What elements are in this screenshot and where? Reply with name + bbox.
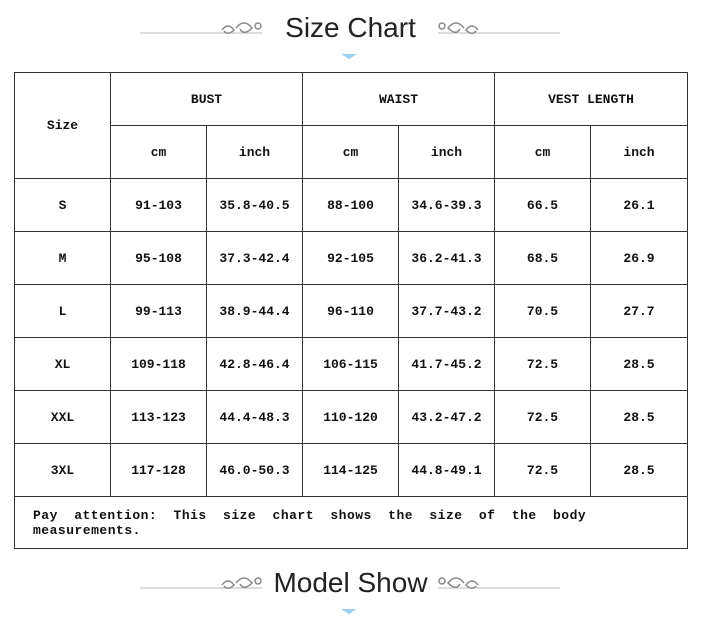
measure-cell: 37.3-42.4 (206, 231, 303, 285)
size-cell: 3XL (14, 443, 111, 497)
data-row: M 95-108 37.3-42.4 92-105 36.2-41.3 68.5 26.9 (14, 231, 688, 285)
group-header: VEST LENGTH (494, 72, 688, 126)
measure-cell: 44.4-48.3 (206, 390, 303, 444)
measure-cell: 113-123 (110, 390, 207, 444)
title: Size Chart (285, 12, 416, 43)
corner-cell: Size (14, 72, 111, 179)
measure-cell: 72.5 (494, 443, 591, 497)
unit-header: inch (398, 125, 495, 179)
size-cell: L (14, 284, 111, 338)
measure-cell: 42.8-46.4 (206, 337, 303, 391)
header: Size Chart (0, 0, 701, 60)
measure-cell: 95-108 (110, 231, 207, 285)
measure-cell: 37.7-43.2 (398, 284, 495, 338)
data-row: XL 109-118 42.8-46.4 106-115 41.7-45.2 72.5 28… (14, 337, 688, 391)
measure-cell: 72.5 (494, 390, 591, 444)
measure-cell: 27.7 (590, 284, 688, 338)
group-header-row: Size BUST WAIST VEST LENGTH (14, 72, 688, 179)
measure-cell: 109-118 (110, 337, 207, 391)
data-row: S 91-103 35.8-40.5 88-100 34.6-39.3 66.5 26.1 (14, 178, 688, 232)
measure-cell: 96-110 (302, 284, 399, 338)
measure-cell: 92-105 (302, 231, 399, 285)
data-row: XXL 113-123 44.4-48.3 110-120 43.2-47.2 72.5 2… (14, 390, 688, 444)
footer-ornament (140, 577, 560, 614)
measure-cell: 28.5 (590, 443, 688, 497)
size-cell: S (14, 178, 111, 232)
measure-cell: 72.5 (494, 337, 591, 391)
note: Pay attention: This size chart shows the… (14, 496, 688, 549)
measure-cell: 99-113 (110, 284, 207, 338)
footer: Model Show (0, 555, 701, 615)
measure-cell: 91-103 (110, 178, 207, 232)
measure-cell: 68.5 (494, 231, 591, 285)
measure-cell: 46.0-50.3 (206, 443, 303, 497)
data-row: 3XL 117-128 46.0-50.3 114-125 44.8-49.1 72.5 2… (14, 443, 688, 497)
measure-cell: 28.5 (590, 390, 688, 444)
measure-cell: 41.7-45.2 (398, 337, 495, 391)
size-cell: M (14, 231, 111, 285)
measure-cell: 110-120 (302, 390, 399, 444)
measure-cell: 36.2-41.3 (398, 231, 495, 285)
measure-cell: 26.1 (590, 178, 688, 232)
measure-cell: 28.5 (590, 337, 688, 391)
measure-cell: 114-125 (302, 443, 399, 497)
size-cell: XXL (14, 390, 111, 444)
header-ornament (140, 22, 560, 59)
unit-header: inch (206, 125, 303, 179)
unit-header: cm (494, 125, 591, 179)
measure-cell: 43.2-47.2 (398, 390, 495, 444)
measure-cell: 38.9-44.4 (206, 284, 303, 338)
footer-title: Model Show (273, 567, 428, 598)
measure-cell: 26.9 (590, 231, 688, 285)
measure-cell: 66.5 (494, 178, 591, 232)
unit-header: cm (302, 125, 399, 179)
measure-cell: 35.8-40.5 (206, 178, 303, 232)
group-header: WAIST (302, 72, 495, 126)
measure-cell: 44.8-49.1 (398, 443, 495, 497)
size-cell: XL (14, 337, 111, 391)
size-table: Size BUST WAIST VEST LENGTH cm inch cm inch cm in… (14, 72, 688, 549)
measure-cell: 106-115 (302, 337, 399, 391)
unit-header-row: cm inch cm inch cm inch (15, 125, 688, 179)
unit-header: inch (590, 125, 688, 179)
group-header: BUST (110, 72, 303, 126)
note-row: Pay attention: This size chart shows the… (14, 496, 688, 549)
measure-cell: 70.5 (494, 284, 591, 338)
measure-cell: 117-128 (110, 443, 207, 497)
measure-cell: 34.6-39.3 (398, 178, 495, 232)
unit-header: cm (110, 125, 207, 179)
measure-cell: 88-100 (302, 178, 399, 232)
data-row: L 99-113 38.9-44.4 96-110 37.7-43.2 70.5 27.7 (14, 284, 688, 338)
